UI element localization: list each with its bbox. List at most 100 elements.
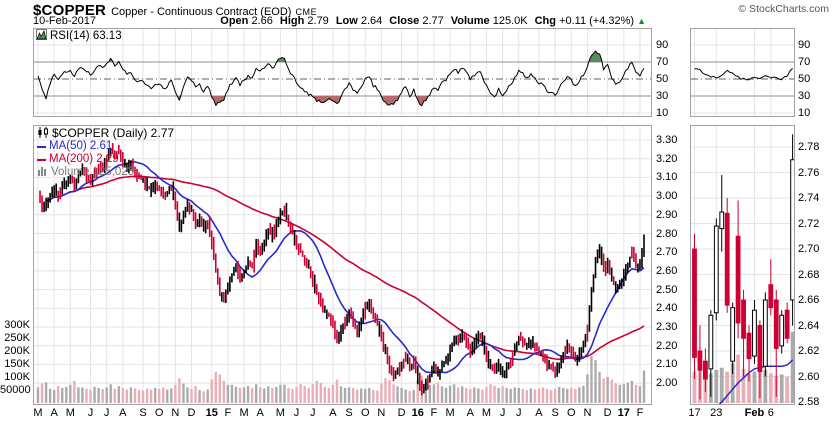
date-axis-tick: S xyxy=(139,407,147,419)
zoom-price-axis-tick: 2.72 xyxy=(798,217,820,230)
zoom-price-axis-tick: 2.68 xyxy=(798,268,820,281)
date-axis-tick: J xyxy=(293,407,300,419)
date-axis-tick: S xyxy=(345,407,353,419)
volume-axis-tick: 250K xyxy=(4,332,30,344)
ma50-line-swatch xyxy=(37,145,46,148)
zoom-date-axis-tick: 17 xyxy=(688,407,701,419)
volume-legend-label: Volume 125,023 xyxy=(51,166,135,178)
ma200-line-swatch xyxy=(37,158,46,161)
high-value: 2.79 xyxy=(307,15,329,27)
open-value: 2.66 xyxy=(251,15,273,27)
date-axis-tick: 15 xyxy=(205,407,218,419)
zoom-price-axis-tick: 2.74 xyxy=(798,192,820,204)
date-axis-tick: F xyxy=(430,407,438,419)
date-axis-tick: J xyxy=(87,407,94,419)
zoom-rsi-axis-tick: 10 xyxy=(798,107,811,119)
price-axis-tick: 2.10 xyxy=(656,358,678,371)
zoom-rsi-axis-tick: 70 xyxy=(798,56,811,68)
price-axis-tick: 2.70 xyxy=(656,246,678,259)
price-axis-tick: 2.20 xyxy=(656,339,678,352)
rsi-legend: RSI(14) 63.13 xyxy=(36,29,122,44)
close-value: 2.77 xyxy=(422,15,444,27)
candlestick-chart-icon xyxy=(37,126,49,141)
date-axis-tick: M xyxy=(65,407,75,419)
price-axis-tick: 3.00 xyxy=(656,190,678,203)
date-axis-tick: D xyxy=(397,407,406,419)
date-axis-tick: 16 xyxy=(411,407,424,419)
date-axis-tick: S xyxy=(551,407,559,419)
date-axis-tick: A xyxy=(329,407,337,419)
date-axis-tick: N xyxy=(377,407,386,419)
volume-label: Volume xyxy=(450,15,490,27)
ma200-legend-label: MA(200) 2.29 xyxy=(49,153,119,165)
change-up-triangle-icon: ▲ xyxy=(637,16,646,26)
change-label: Chg xyxy=(534,15,556,27)
rsi-indicator-icon xyxy=(36,29,47,44)
price-axis-tick: 2.60 xyxy=(656,264,678,277)
date-axis-tick: J xyxy=(499,407,506,419)
volume-axis-tick: 300K xyxy=(4,319,30,331)
date-axis-tick: J xyxy=(516,407,522,419)
symbol-title: $COPPER xyxy=(33,2,107,19)
date-axis-tick: A xyxy=(466,407,474,419)
date-axis-tick: O xyxy=(360,407,370,419)
high-label: High xyxy=(279,15,305,27)
close-label: Close xyxy=(389,15,420,27)
date-axis-tick: M xyxy=(445,407,455,419)
date-axis-tick: M xyxy=(481,407,492,419)
low-label: Low xyxy=(335,15,358,27)
price-legend: $COPPER (Daily) 2.77 MA(50) 2.61 MA(200)… xyxy=(37,126,175,180)
rsi-panel-main xyxy=(33,28,652,117)
price-axis-tick: 2.80 xyxy=(656,227,678,240)
rsi-axis-tick: 70 xyxy=(656,56,669,68)
date-axis-tick: N xyxy=(171,407,180,419)
exchange-label: CME xyxy=(295,7,318,17)
zoom-price-axis-tick: 2.70 xyxy=(798,243,820,255)
zoom-price-axis-tick: 2.76 xyxy=(798,166,820,179)
quote-summary-bar: Open 2.66 High 2.79 Low 2.64 Close 2.77 Volu… xyxy=(213,15,646,27)
date-axis-tick: M xyxy=(33,407,43,419)
volume-axis-tick: 200K xyxy=(4,345,30,357)
rsi-panel-zoom xyxy=(690,28,795,117)
price-legend-label: $COPPER (Daily) 2.77 xyxy=(52,126,175,140)
date-axis-tick: A xyxy=(50,407,58,419)
date-axis-tick: A xyxy=(256,407,264,419)
zoom-rsi-axis-tick: 90 xyxy=(798,39,811,51)
zoom-price-axis-tick: 2.62 xyxy=(798,345,820,357)
symbol-description: Copper - Continuous Contract (EOD) xyxy=(111,6,292,18)
zoom-price-axis-tick: 2.58 xyxy=(798,396,820,408)
date-axis-tick: N xyxy=(583,407,592,419)
zoom-price-axis-tick: 2.66 xyxy=(798,294,820,306)
date-axis-tick: 17 xyxy=(617,407,630,419)
rsi-axis-tick: 50 xyxy=(656,73,669,85)
date-axis-tick: M xyxy=(275,407,285,419)
open-label: Open xyxy=(220,15,249,27)
zoom-date-axis-tick: 6 xyxy=(767,407,774,419)
volume-bars-icon xyxy=(37,166,48,180)
zoom-price-axis-tick: 2.60 xyxy=(798,370,820,383)
stockcharts-credit: © StockCharts.com xyxy=(738,3,829,15)
volume-axis-tick: 50000 xyxy=(0,384,31,396)
zoom-date-axis-tick: Feb xyxy=(744,407,765,419)
rsi-axis-tick: 30 xyxy=(656,90,669,102)
date-axis-tick: O xyxy=(154,407,164,419)
price-panel-main xyxy=(33,125,652,405)
date-axis-tick: J xyxy=(309,407,316,419)
rsi-axis-tick: 10 xyxy=(656,107,669,119)
price-axis-tick: 3.30 xyxy=(656,134,678,146)
rsi-axis-tick: 90 xyxy=(656,39,669,51)
price-axis-tick: 2.00 xyxy=(656,377,678,390)
low-value: 2.64 xyxy=(360,15,383,27)
price-axis-tick: 2.30 xyxy=(656,321,678,333)
price-axis-tick: 2.50 xyxy=(656,283,678,296)
date-axis-tick: O xyxy=(566,407,576,419)
zoom-rsi-axis-tick: 50 xyxy=(798,73,811,85)
volume-axis-tick: 150K xyxy=(4,358,30,370)
chart-date: 10-Feb-2017 xyxy=(33,15,96,27)
date-axis-tick: D xyxy=(603,407,612,419)
change-value: +0.11 (+4.32%) xyxy=(559,15,635,27)
volume-axis-tick: 100K xyxy=(4,371,30,383)
date-axis-tick: M xyxy=(239,407,249,419)
price-axis-tick: 2.40 xyxy=(656,302,678,315)
date-axis-tick: D xyxy=(187,407,196,419)
